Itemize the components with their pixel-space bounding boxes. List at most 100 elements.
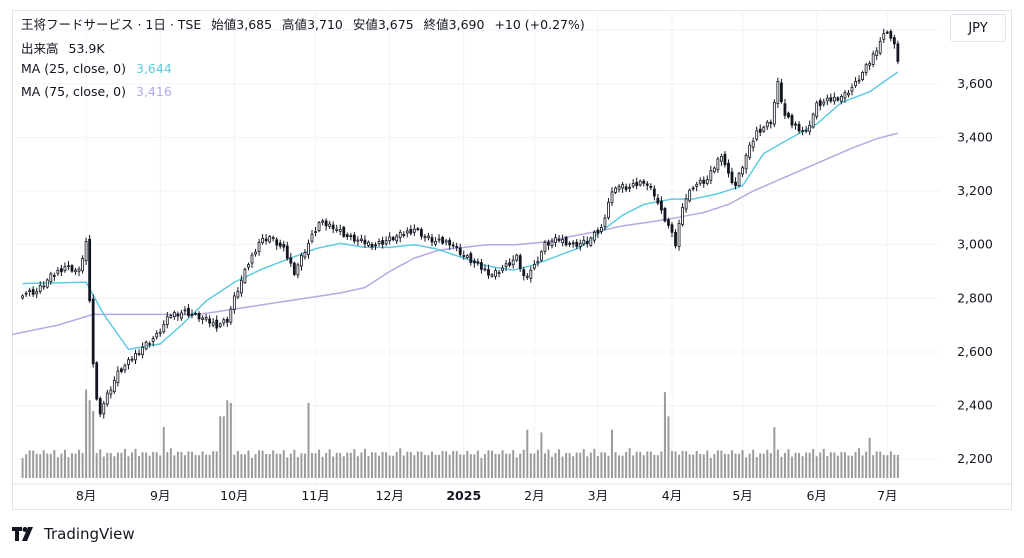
candle-body [730, 171, 734, 184]
volume-bar [455, 451, 458, 478]
volume-bar [762, 453, 765, 478]
ma25-path [22, 71, 899, 351]
volume-bar [568, 453, 571, 478]
volume-bar [131, 452, 133, 478]
volume-bar [596, 456, 599, 478]
volume-bar [258, 450, 261, 478]
volume-bar [60, 453, 63, 478]
volume-bar [325, 453, 328, 478]
volume-bar [272, 450, 275, 478]
candle-body [878, 41, 882, 54]
x-tick-label: 10月 [220, 488, 248, 503]
candle-body [360, 238, 363, 241]
volume-bar [868, 437, 871, 478]
candle-body [490, 274, 494, 277]
candle-body [772, 102, 776, 125]
candle-body [780, 82, 783, 103]
volume-bar [515, 457, 518, 478]
candle-body [712, 167, 716, 173]
candle-body [790, 115, 794, 126]
candle-body [120, 368, 123, 372]
candle-body [88, 238, 92, 302]
volume-bar [416, 451, 419, 478]
volume-bar [102, 456, 105, 478]
candle-body [292, 262, 296, 275]
volume-bar [512, 450, 515, 478]
x-tick-label: 7月 [877, 488, 897, 503]
volume-bar [152, 451, 155, 478]
candle-body [67, 265, 70, 268]
volume-bar [808, 452, 811, 478]
volume-bar [593, 448, 596, 478]
candle-body [60, 268, 63, 273]
x-tick-label: 11月 [301, 488, 329, 503]
candle-body [748, 144, 752, 158]
candle-body [98, 398, 102, 415]
volume-bar [663, 392, 666, 478]
candle-body [868, 63, 872, 66]
candle-body [240, 279, 243, 294]
candle-body [95, 362, 99, 400]
volume-bar [346, 452, 349, 478]
volume-bar [247, 450, 250, 478]
candle-body [300, 255, 303, 267]
currency-button[interactable]: JPY [950, 14, 1006, 42]
ma25-legend[interactable]: MA (25, close, 0) 3,644 [21, 61, 178, 76]
candle-body [420, 229, 423, 237]
chart-frame[interactable] [12, 10, 1012, 510]
volume-bar [660, 451, 663, 478]
volume-bar [452, 450, 455, 478]
tradingview-logo[interactable]: TradingView [12, 525, 135, 543]
ma75-legend[interactable]: MA (75, close, 0) 3,416 [21, 84, 178, 99]
candle-body [430, 237, 434, 243]
volume-bar [794, 452, 797, 478]
candle-body [162, 324, 166, 333]
volume-bar [607, 455, 610, 478]
volume-bar [282, 450, 285, 478]
y-tick-label: 3,000 [957, 237, 993, 252]
volume-bar [494, 453, 497, 478]
x-axis: 8月 9月 10月 11月 12月 2025 2月 3月 4月 5月 6月 7月 [76, 488, 898, 503]
volume-bar [296, 457, 299, 478]
volume-bar [67, 457, 70, 478]
volume-bar [448, 454, 451, 478]
volume-bar [148, 455, 151, 478]
candle-body [691, 187, 695, 190]
candle-body [794, 123, 797, 126]
volume-bar [822, 448, 825, 478]
candle-body [818, 100, 822, 107]
volume-bar [332, 456, 335, 478]
volume-bar [307, 402, 310, 478]
candle-body [861, 72, 864, 81]
x-tick-label: 2月 [524, 488, 544, 503]
candle-body [194, 312, 197, 315]
candle-body [472, 260, 476, 264]
volume-bar [169, 448, 172, 478]
volume-bar [106, 452, 109, 478]
candle-body [532, 263, 536, 269]
ma25-line [22, 71, 899, 351]
candle-body [81, 258, 84, 272]
volume-bar [702, 454, 705, 478]
volume-bar [462, 454, 465, 478]
candle-body [681, 206, 684, 225]
candle-body [77, 268, 81, 272]
candle-body [734, 181, 737, 187]
price-change: +10 (+0.27%) [494, 17, 585, 32]
volume-bar [642, 455, 645, 478]
volume-bar [656, 455, 659, 478]
volume-bar [145, 452, 148, 478]
candle-body [427, 235, 430, 239]
candle-body [621, 184, 624, 189]
x-tick-label: 4月 [662, 488, 682, 503]
volume-bar [748, 453, 751, 478]
volume-bar [251, 457, 253, 478]
volume-bar [35, 453, 38, 478]
candle-body [617, 185, 621, 190]
volume-bar [240, 454, 243, 478]
candle-body [151, 338, 155, 342]
volume-legend: 出来高 53.9K [21, 38, 111, 57]
candle-body [310, 233, 314, 242]
volume-bar [879, 451, 882, 478]
